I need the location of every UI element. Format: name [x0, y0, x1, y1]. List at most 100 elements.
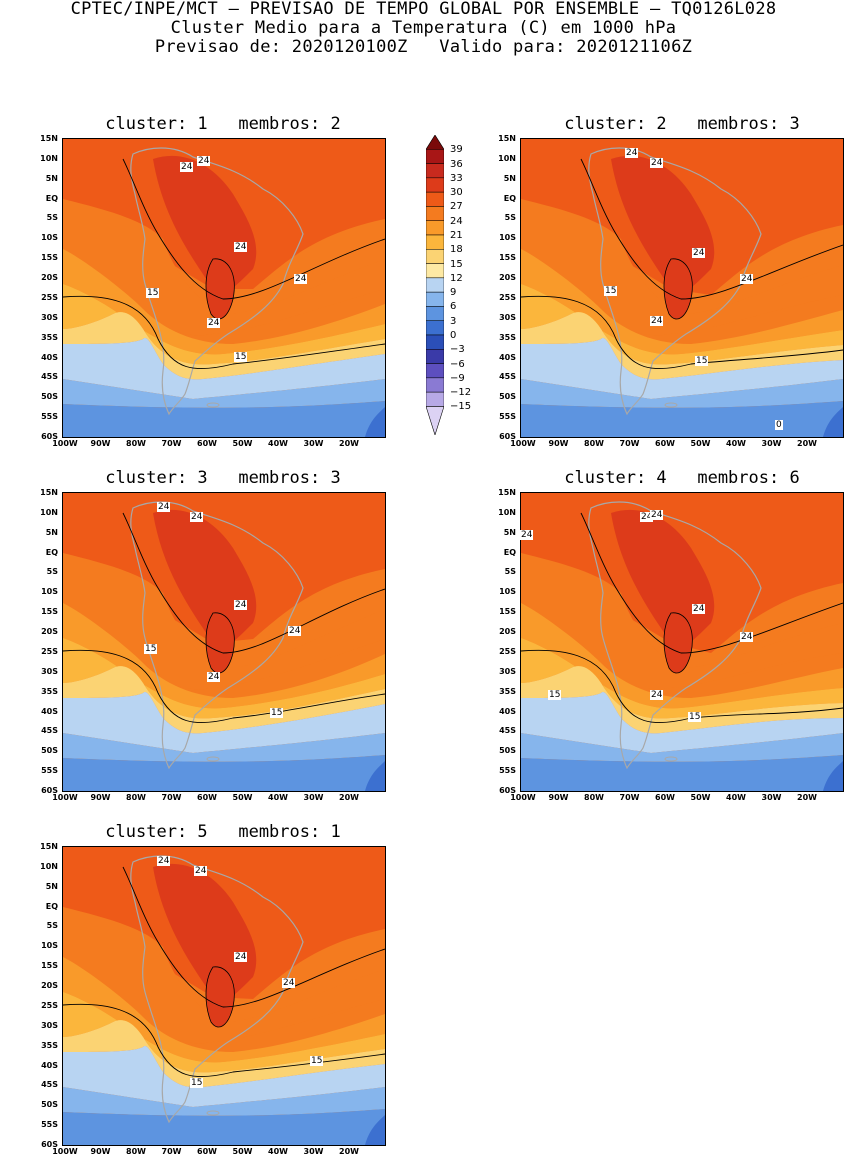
longitude-tick-label: 40W	[268, 439, 288, 448]
longitude-tick-label: 70W	[619, 439, 640, 448]
latitude-tick-label: 55S	[41, 1120, 58, 1130]
temperature-band-5	[63, 992, 385, 1073]
longitude-tick-label: 60W	[197, 1147, 217, 1156]
longitude-tick-label: 100W	[52, 793, 78, 802]
panel-3-title: cluster: 3 membros: 3	[105, 468, 341, 488]
latitude-tick-label: 5N	[45, 527, 58, 537]
latitude-tick-label: 15S	[499, 607, 516, 617]
latitude-tick-label: 40S	[499, 352, 516, 362]
falkland-islands	[206, 402, 220, 408]
latitude-tick-label: EQ	[45, 193, 58, 203]
latitude-tick-label: 10N	[40, 153, 58, 163]
hot-core-region	[663, 612, 693, 674]
latitude-tick-label: 45S	[499, 726, 516, 736]
contour-15	[63, 295, 385, 370]
latitude-tick-label: 10N	[40, 507, 58, 517]
colorbar-level-label: 39	[450, 144, 463, 156]
latitude-tick-label: 15S	[41, 253, 58, 263]
temperature-band-7	[63, 1046, 385, 1107]
colorbar-level-label: 36	[450, 158, 463, 170]
colorbar-swatch	[426, 306, 444, 321]
colorbar-swatch	[426, 191, 444, 207]
contour-label: 24	[157, 502, 171, 512]
latitude-tick-label: 20S	[41, 273, 58, 283]
contour-15	[63, 649, 385, 724]
longitude-tick-label: 80W	[584, 439, 604, 448]
contour-label: 15	[604, 286, 618, 296]
latitude-tick-label: 10S	[41, 587, 58, 597]
colorbar-level-label: 3	[450, 315, 457, 327]
latitude-tick-label: 30S	[41, 1020, 58, 1030]
longitude-tick-label: 40W	[726, 793, 746, 802]
temperature-band-10	[823, 407, 843, 437]
contour-label: 24	[294, 274, 308, 284]
latitude-tick-label: 30S	[41, 666, 58, 676]
latitude-tick-label: 30S	[41, 312, 58, 322]
contour-label: 15	[695, 356, 709, 366]
colorbar-level-label: 9	[450, 287, 457, 299]
longitude-tick-label: 50W	[232, 1147, 253, 1156]
temperature-band-5	[521, 284, 843, 365]
latitude-tick-label: 5S	[504, 213, 516, 223]
latitude-tick-label: 55S	[499, 766, 516, 776]
temperature-band-6	[63, 312, 385, 380]
latitude-tick-label: 40S	[41, 1060, 58, 1070]
latitude-tick-label: 25S	[499, 646, 516, 656]
contour-label: 24	[207, 672, 221, 682]
colorbar-level-label: 27	[450, 201, 463, 213]
contour-label: 24	[650, 316, 664, 326]
contour-24	[122, 866, 385, 1008]
latitude-tick-label: 10S	[499, 587, 516, 597]
temperature-band-10	[365, 1115, 385, 1145]
latitude-tick-label: 50S	[499, 746, 516, 756]
temperature-band-6	[63, 1020, 385, 1088]
longitude-tick-label: 70W	[161, 439, 182, 448]
latitude-tick-label: 60S	[499, 786, 516, 795]
latitude-tick-label: 45S	[499, 372, 516, 382]
panel-5-field	[63, 847, 385, 1145]
colorbar-swatch	[426, 391, 444, 407]
colorbar-level-label: 24	[450, 215, 463, 227]
longitude-tick-label: 70W	[161, 793, 182, 802]
temperature-band-4	[63, 249, 385, 355]
contour-label: 24	[692, 604, 706, 614]
contour-label: 15	[548, 690, 562, 700]
longitude-tick-label: 70W	[161, 1147, 182, 1156]
longitude-tick-label: 100W	[52, 439, 78, 448]
colorbar-swatch	[426, 291, 444, 307]
latitude-tick-label: 5S	[46, 567, 58, 577]
contour-label: 24	[197, 156, 211, 166]
colorbar-bottom-arrow	[426, 406, 444, 435]
temperature-band-10	[365, 761, 385, 791]
contour-label: 24	[190, 512, 204, 522]
longitude-tick-label: 40W	[268, 793, 288, 802]
latitude-tick-label: EQ	[45, 901, 58, 911]
temperature-band-9	[63, 755, 385, 791]
colorbar-level-label: 18	[450, 244, 463, 256]
contour-24	[580, 512, 843, 654]
latitude-tick-label: 20S	[41, 981, 58, 991]
longitude-tick-label: 60W	[655, 439, 675, 448]
latitude-tick-label: 60S	[41, 786, 58, 795]
contour-label: 24	[650, 510, 664, 520]
colorbar-swatch	[426, 234, 444, 250]
latitude-tick-label: 5N	[503, 527, 516, 537]
longitude-tick-label: 80W	[126, 1147, 146, 1156]
longitude-tick-label: 90W	[90, 1147, 111, 1156]
contour-label: 24	[234, 242, 248, 252]
latitude-tick-label: 10S	[41, 941, 58, 951]
colorbar-swatch	[426, 206, 444, 221]
panel-4-title: cluster: 4 membros: 6	[564, 468, 800, 488]
latitude-tick-label: 30S	[499, 312, 516, 322]
panel-2-field	[521, 139, 843, 437]
temperature-band-5	[63, 638, 385, 719]
colorbar-level-label: 33	[450, 172, 463, 184]
latitude-tick-label: 10S	[499, 233, 516, 243]
contour-label: 24	[207, 318, 221, 328]
colorbar-swatch	[426, 249, 444, 264]
colorbar-swatch	[426, 263, 444, 279]
contour-15	[521, 649, 843, 724]
contour-label: 24	[180, 162, 194, 172]
latitude-tick-label: 50S	[41, 1100, 58, 1110]
contour-label: 0	[775, 420, 783, 430]
